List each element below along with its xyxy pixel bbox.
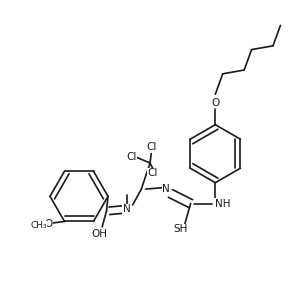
Text: OH: OH [91, 229, 107, 239]
Text: CH₃: CH₃ [30, 221, 47, 230]
Text: O: O [211, 98, 219, 108]
Text: NH: NH [215, 199, 230, 209]
Text: Cl: Cl [146, 142, 157, 152]
Text: Cl: Cl [148, 168, 158, 178]
Text: Cl: Cl [126, 152, 136, 162]
Text: O: O [45, 219, 53, 229]
Text: SH: SH [173, 224, 188, 234]
Text: N: N [123, 204, 131, 214]
Text: N: N [162, 184, 170, 194]
